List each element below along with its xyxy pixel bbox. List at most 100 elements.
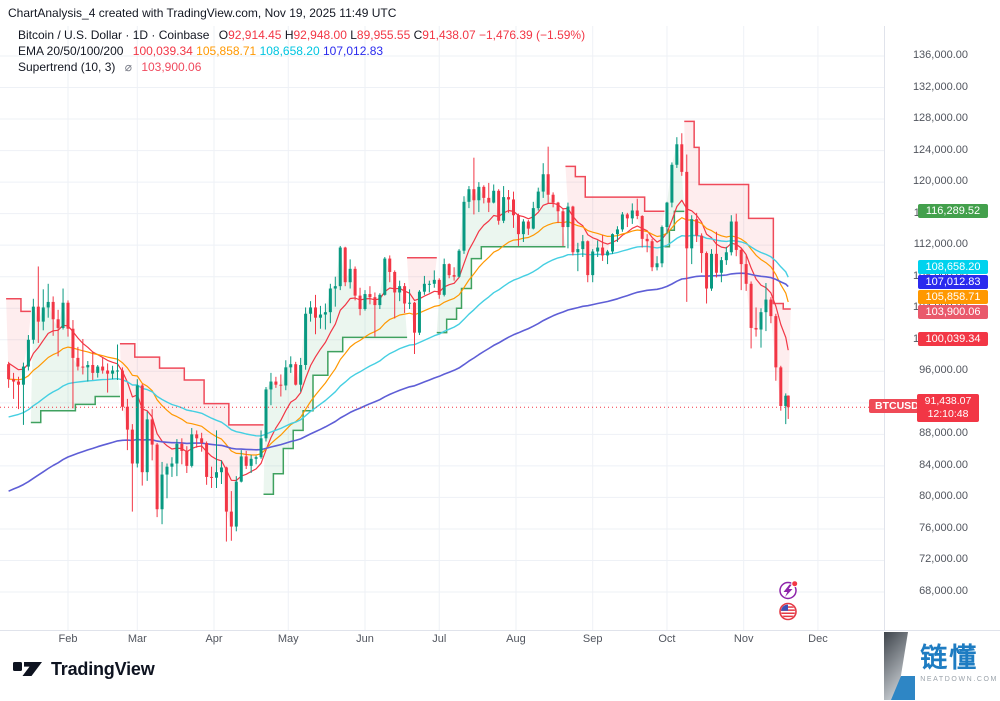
candle-body xyxy=(274,381,278,385)
candle-body xyxy=(284,367,288,386)
supertrend-up-fill xyxy=(664,144,685,247)
us-economic-event-icon[interactable] xyxy=(779,602,797,621)
candle-body xyxy=(66,302,70,329)
indicator-legend: Bitcoin / U.S. Dollar · 1D · Coinbase O 9… xyxy=(18,27,585,75)
candle-body xyxy=(660,227,664,264)
candle-body xyxy=(210,476,214,478)
ema-values: 100,039.34 105,858.71 108,658.20 107,012… xyxy=(133,44,383,58)
candle-body xyxy=(318,314,322,318)
ohlc-value: 89,955.55 xyxy=(356,28,414,42)
candle-body xyxy=(601,247,605,256)
current-price-value: 91,438.07 xyxy=(924,395,972,408)
candle-body xyxy=(482,186,486,198)
candle-body xyxy=(566,206,570,228)
candle-body xyxy=(299,364,303,385)
candle-body xyxy=(734,221,738,250)
candles xyxy=(7,133,790,542)
candle-body xyxy=(86,364,90,368)
candle-body xyxy=(561,211,565,228)
indicator-price-badge: 105,858.71 xyxy=(918,290,988,305)
time-axis-label: Apr xyxy=(205,633,223,645)
candle-body xyxy=(477,186,481,201)
candle-body xyxy=(215,472,218,478)
ema-legend-row[interactable]: EMA 20/50/100/200 100,039.34 105,858.71 … xyxy=(18,43,585,59)
ohlc-value: 92,948.00 xyxy=(293,28,351,42)
price-axis[interactable]: 136,000.00 132,000.00 128,000.00 124,000.00… xyxy=(884,0,1000,630)
bar-countdown: 12:10:48 xyxy=(927,408,969,421)
indicator-price-badge: 103,900.06 xyxy=(918,305,988,320)
candle-body xyxy=(160,474,164,510)
ohlc-letter: O xyxy=(218,28,229,42)
candle-body xyxy=(106,370,110,374)
candle-body xyxy=(457,250,461,277)
candle-body xyxy=(551,194,555,203)
time-axis-label: Oct xyxy=(658,633,676,645)
candle-body xyxy=(254,457,258,459)
indicator-price-badge: 100,039.34 xyxy=(918,332,988,347)
candle-body xyxy=(348,268,352,283)
candle-body xyxy=(96,366,100,373)
candle-body xyxy=(21,366,25,385)
candle-body xyxy=(724,252,728,261)
candle-body xyxy=(368,294,372,298)
candle-body xyxy=(358,295,362,310)
time-axis[interactable]: Feb Mar Apr May Jun Jul Aug Sep Oct Nov Dec xyxy=(0,630,884,648)
supertrend-lines xyxy=(6,120,791,496)
candle-body xyxy=(546,174,550,195)
symbol-description[interactable]: Bitcoin / U.S. Dollar · 1D · Coinbase xyxy=(18,28,210,42)
candle-body xyxy=(492,190,496,203)
symbol-legend-row[interactable]: Bitcoin / U.S. Dollar · 1D · Coinbase O 9… xyxy=(18,27,585,43)
candle-body xyxy=(759,312,763,330)
candle-body xyxy=(269,381,273,390)
grid xyxy=(0,26,1000,631)
candle-body xyxy=(309,307,313,314)
time-axis-label: Jul xyxy=(432,633,447,645)
candle-body xyxy=(408,302,412,304)
candle-body xyxy=(101,366,105,371)
alert-event-icon[interactable] xyxy=(779,580,799,600)
supertrend-legend-row[interactable]: Supertrend (10, 3) ⌀ 103,900.06 xyxy=(18,59,585,75)
candle-body xyxy=(705,253,709,289)
current-price-badge: 91,438.07 12:10:48 xyxy=(917,394,979,423)
neatdown-domain-text: NEATDOWN.COM xyxy=(920,676,998,683)
candle-body xyxy=(576,249,580,253)
candle-body xyxy=(155,444,159,510)
tradingview-logo[interactable]: TradingView xyxy=(13,658,155,680)
candle-body xyxy=(120,370,124,407)
supertrend-down-fill xyxy=(6,298,31,385)
supertrend-up-line xyxy=(263,336,408,496)
candle-body xyxy=(304,313,308,365)
candle-body xyxy=(432,279,436,284)
candle-body xyxy=(150,419,154,445)
candle-body xyxy=(541,174,545,192)
ohlc-letter: L xyxy=(350,28,357,42)
ohlc-letter: C xyxy=(413,28,423,42)
time-axis-label: Feb xyxy=(58,633,78,645)
neatdown-cn-text: 链懂 xyxy=(920,643,979,673)
supertrend-indicator-name[interactable]: Supertrend (10, 3) xyxy=(18,60,116,74)
ema-lines xyxy=(8,199,789,492)
candle-body xyxy=(388,258,392,272)
candle-body xyxy=(596,247,600,252)
supertrend-up-line xyxy=(664,210,685,248)
ema-100-line xyxy=(8,234,789,437)
tradingview-logo-icon xyxy=(13,662,42,676)
candle-body xyxy=(373,297,377,306)
candle-body xyxy=(393,271,397,293)
candle-body xyxy=(556,202,560,212)
candle-body xyxy=(625,214,629,219)
candle-body xyxy=(507,197,511,200)
candle-body xyxy=(36,306,40,322)
candle-body xyxy=(116,370,119,372)
candle-body xyxy=(786,395,790,408)
candle-body xyxy=(229,511,233,527)
time-axis-label: Aug xyxy=(506,633,526,645)
candle-body xyxy=(239,456,243,482)
supertrend-down-fill xyxy=(565,166,665,276)
candle-body xyxy=(516,215,520,235)
ema-indicator-name[interactable]: EMA 20/50/100/200 xyxy=(18,44,124,58)
ema-value: 108,658.20 xyxy=(259,44,323,58)
candle-body xyxy=(784,395,788,406)
candle-body xyxy=(125,406,129,430)
